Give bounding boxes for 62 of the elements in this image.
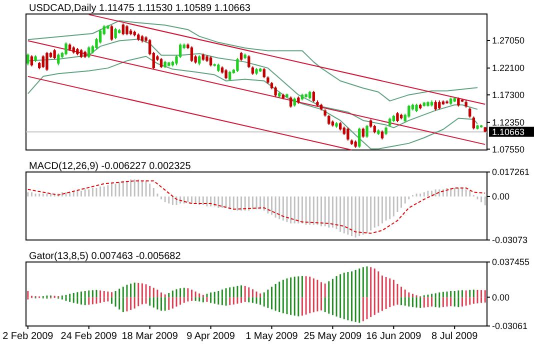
candlestick bbox=[98, 28, 102, 44]
line-series bbox=[27, 20, 478, 102]
candlestick bbox=[248, 54, 250, 69]
candlestick bbox=[114, 27, 117, 40]
candlestick bbox=[57, 53, 60, 66]
y-tick-label: -0.03061 bbox=[492, 321, 528, 332]
x-tick-label: 2 Feb 2009 bbox=[2, 331, 54, 342]
chart-title: MACD(12,26,9) -0.006227 0.002325 bbox=[29, 161, 192, 172]
chart-title: Gator(13,8,5) 0.007463 -0.005682 bbox=[29, 251, 182, 262]
y-tick-label: 0.00 bbox=[492, 192, 510, 202]
candlestick bbox=[228, 70, 232, 82]
candlestick bbox=[366, 124, 368, 138]
candlestick bbox=[312, 90, 315, 103]
candlestick bbox=[236, 58, 239, 72]
candlestick bbox=[408, 104, 410, 118]
candlestick bbox=[362, 127, 365, 138]
candlestick bbox=[328, 114, 330, 126]
x-tick-label: 24 Feb 2009 bbox=[60, 331, 118, 342]
x-tick-label: 16 Jun 2009 bbox=[366, 331, 422, 342]
candlestick bbox=[160, 58, 163, 69]
candlestick bbox=[396, 112, 399, 123]
ref-line-label: 1.10663 bbox=[492, 126, 525, 137]
x-tick-label: 18 Mar 2009 bbox=[122, 331, 178, 342]
candlestick bbox=[53, 48, 56, 60]
candlestick bbox=[434, 100, 437, 111]
candlestick bbox=[64, 42, 68, 56]
x-tick-label: 25 May 2009 bbox=[304, 331, 362, 342]
x-tick-label: 9 Apr 2009 bbox=[186, 331, 236, 342]
y-tick-label: 1.27050 bbox=[492, 36, 525, 46]
candlestick bbox=[126, 24, 128, 36]
y-tick-label: -0.03073 bbox=[492, 235, 528, 246]
candlestick bbox=[198, 54, 201, 66]
y-tick-label: 0.00 bbox=[492, 292, 510, 302]
line-series bbox=[27, 180, 486, 234]
candlestick bbox=[472, 116, 475, 130]
candlestick bbox=[30, 54, 34, 67]
y-tick-label: 1.12350 bbox=[492, 118, 525, 128]
candlestick bbox=[122, 22, 124, 36]
y-tick-label: 1.17300 bbox=[492, 90, 525, 100]
candlestick bbox=[26, 53, 30, 66]
candlestick bbox=[88, 46, 90, 59]
candlestick bbox=[289, 96, 292, 108]
line-series bbox=[27, 56, 478, 150]
x-tick-label: 8 Jul 2009 bbox=[432, 331, 478, 342]
candlestick bbox=[274, 86, 277, 97]
x-tick-label: 1 May 2009 bbox=[246, 331, 298, 342]
candlestick bbox=[468, 107, 472, 118]
line-series bbox=[27, 38, 478, 128]
candlestick bbox=[190, 46, 194, 62]
y-tick-label: 0.037455 bbox=[492, 257, 530, 268]
y-tick-label: 0.017261 bbox=[492, 167, 530, 178]
candlestick bbox=[224, 68, 228, 80]
candlestick bbox=[346, 127, 350, 142]
y-tick-label: 1.22100 bbox=[492, 63, 525, 74]
candlestick bbox=[358, 127, 361, 148]
candlestick bbox=[46, 51, 48, 72]
candlestick bbox=[209, 56, 212, 67]
candlestick bbox=[262, 68, 266, 79]
y-tick-label: 1.07550 bbox=[492, 144, 525, 154]
candlestick bbox=[110, 24, 114, 42]
chart-title: USDCAD,Daily 1.11475 1.11530 1.10589 1.10663 bbox=[29, 3, 251, 14]
candlestick bbox=[42, 54, 44, 69]
